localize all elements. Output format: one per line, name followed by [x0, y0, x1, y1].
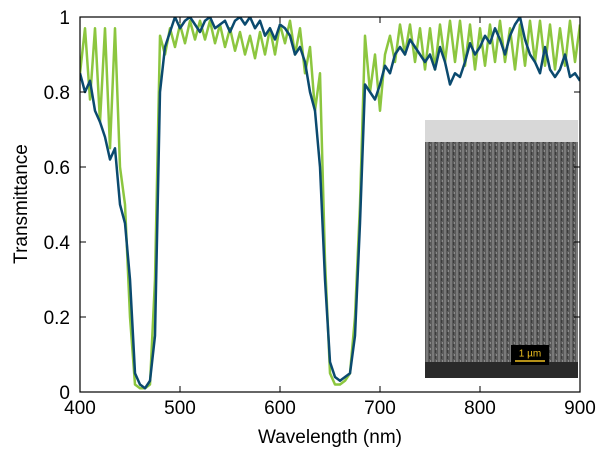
plot-area [80, 17, 580, 390]
x-tick-label: 800 [464, 398, 496, 419]
y-tick-label: 0.4 [44, 233, 71, 254]
y-tick-label: 1 [59, 8, 70, 29]
scale-bar-box [511, 345, 549, 365]
y-tick-label: 0.8 [44, 83, 70, 104]
x-tick-label: 500 [164, 398, 196, 419]
y-axis-label: Transmittance [11, 144, 32, 264]
y-tick-label: 0 [59, 383, 70, 404]
x-axis-label: Wavelength (nm) [258, 427, 402, 448]
x-tick-label: 900 [564, 398, 596, 419]
series-line [80, 17, 580, 390]
scale-bar-label: 1 µm [519, 349, 541, 360]
x-tick-label: 600 [264, 398, 296, 419]
x-tick-label: 400 [64, 398, 96, 419]
inset-image: 1 µm [425, 120, 578, 378]
plot-frame [79, 16, 581, 393]
y-tick-label: 0.6 [44, 158, 70, 179]
x-tick-label: 700 [364, 398, 396, 419]
y-tick-label: 0.2 [44, 308, 70, 329]
series-line [80, 19, 580, 390]
